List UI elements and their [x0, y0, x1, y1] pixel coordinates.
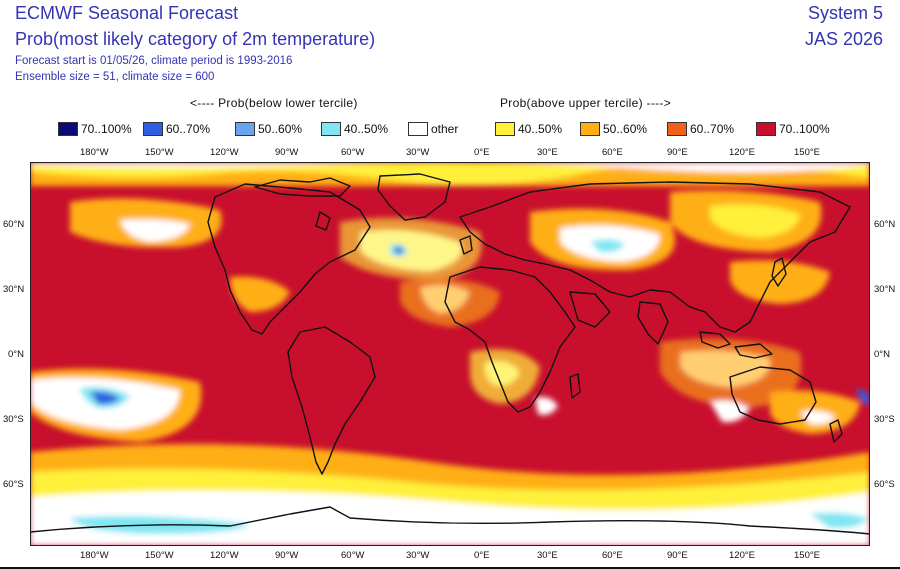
system-label: System 5 — [807, 3, 883, 23]
forecast-map — [30, 162, 870, 546]
map-subtitle: Prob(most likely category of 2m temperat… — [15, 29, 376, 49]
lon-label: 120°W — [210, 550, 239, 561]
lon-label: 30°W — [406, 550, 430, 561]
lon-label: 0°E — [474, 147, 490, 158]
legend-label: 60..70% — [166, 122, 211, 136]
legend-item: 40..50% — [321, 121, 388, 137]
lat-label: 0°N — [874, 349, 890, 360]
legend-label: 60..70% — [690, 122, 735, 136]
lon-label: 150°W — [145, 147, 174, 158]
legend-swatch — [495, 122, 515, 136]
forecast-start-text: Forecast start is 01/05/26, climate peri… — [15, 55, 293, 67]
lon-label: 30°E — [537, 550, 558, 561]
lat-label: 60°N — [3, 219, 25, 230]
lon-label: 180°W — [80, 147, 109, 158]
lon-label: 60°W — [341, 147, 365, 158]
legend-swatch — [143, 122, 163, 136]
lon-label: 60°W — [341, 550, 365, 561]
legend-item: 70..100% — [58, 121, 132, 137]
bottom-rule — [0, 567, 900, 569]
lon-label: 180°W — [80, 550, 109, 561]
lon-label: 150°E — [794, 550, 820, 561]
lon-label: 150°W — [145, 550, 174, 561]
legend-swatch — [580, 122, 600, 136]
legend-item: 50..60% — [580, 121, 647, 137]
lat-label: 60°N — [874, 219, 896, 230]
lon-label: 120°E — [729, 550, 755, 561]
lon-label: 90°W — [275, 550, 299, 561]
lon-label: 120°E — [729, 147, 755, 158]
lat-label: 0°N — [8, 349, 24, 360]
lon-label: 30°W — [406, 147, 430, 158]
map-frame — [30, 162, 870, 546]
lat-label: 30°S — [3, 414, 24, 425]
lat-label: 30°S — [874, 414, 895, 425]
lon-label: 150°E — [794, 147, 820, 158]
lon-label: 90°E — [667, 550, 688, 561]
legend-label: 40..50% — [344, 122, 389, 136]
legend-item: 50..60% — [235, 121, 302, 137]
legend-label: 70..100% — [81, 122, 132, 136]
below-tercile-label: <---- Prob(below lower tercile) — [190, 96, 358, 110]
coastlines — [30, 173, 870, 535]
legend-item: 60..70% — [667, 121, 734, 137]
legend-swatch — [321, 122, 341, 136]
lon-label: 30°E — [537, 147, 558, 158]
lon-label: 0°E — [474, 550, 490, 561]
lon-label: 60°E — [602, 550, 623, 561]
season-label: JAS 2026 — [804, 29, 883, 49]
legend-label: 50..60% — [258, 122, 303, 136]
legend-label: other — [431, 122, 459, 136]
above-tercile-label: Prob(above upper tercile) ----> — [500, 96, 672, 110]
ensemble-size-text: Ensemble size = 51, climate size = 600 — [15, 71, 215, 83]
legend-swatch — [58, 122, 78, 136]
legend-label: 40..50% — [518, 122, 563, 136]
legend-item: 70..100% — [756, 121, 830, 137]
lat-label: 60°S — [3, 479, 24, 490]
map-title: ECMWF Seasonal Forecast — [15, 3, 239, 23]
lon-label: 120°W — [210, 147, 239, 158]
legend-swatch — [235, 122, 255, 136]
legend-label: 50..60% — [603, 122, 648, 136]
legend-label: 70..100% — [779, 122, 830, 136]
legend-item: 40..50% — [495, 121, 562, 137]
lon-label: 60°E — [602, 147, 623, 158]
legend-swatch — [667, 122, 687, 136]
lon-label: 90°W — [275, 147, 299, 158]
legend-swatch — [756, 122, 776, 136]
legend-item: other — [408, 121, 458, 137]
legend-item: 60..70% — [143, 121, 210, 137]
lat-label: 30°N — [3, 284, 25, 295]
lat-label: 60°S — [874, 479, 895, 490]
legend: 70..100% 60..70% 50..60% 40..50% other 4… — [58, 121, 858, 137]
legend-swatch — [408, 122, 428, 136]
lat-label: 30°N — [874, 284, 896, 295]
lon-label: 90°E — [667, 147, 688, 158]
